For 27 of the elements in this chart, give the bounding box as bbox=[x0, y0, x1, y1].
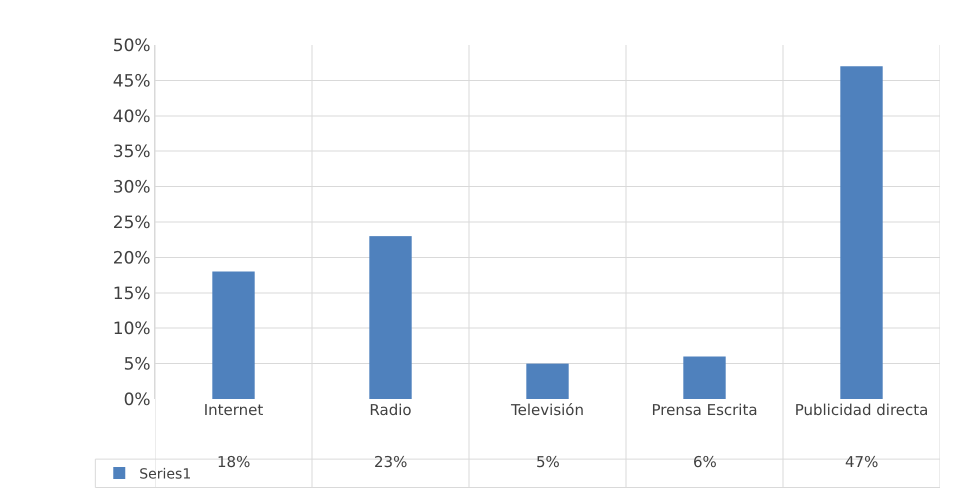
data-label: 5% bbox=[536, 453, 560, 471]
y-tick-label: 5% bbox=[124, 354, 151, 375]
bar bbox=[526, 364, 569, 399]
data-label: 6% bbox=[693, 453, 717, 471]
y-tick-label: 20% bbox=[112, 248, 151, 268]
data-label: 23% bbox=[374, 453, 408, 471]
bar bbox=[840, 66, 883, 399]
y-tick-label: 35% bbox=[112, 142, 151, 162]
x-tick-label: Publicidad directa bbox=[794, 401, 928, 419]
bar bbox=[683, 356, 726, 399]
bar bbox=[212, 272, 255, 399]
data-label: 47% bbox=[845, 453, 878, 471]
y-tick-label: 15% bbox=[112, 284, 151, 304]
y-tick-label: 30% bbox=[112, 178, 151, 198]
x-tick-label: Prensa Escrita bbox=[651, 401, 758, 419]
x-tick-label: Internet bbox=[204, 401, 264, 419]
y-tick-label: 25% bbox=[112, 212, 151, 233]
y-tick-label: 50% bbox=[112, 36, 151, 56]
legend-label: Series1 bbox=[139, 466, 192, 482]
y-tick-label: 40% bbox=[112, 106, 151, 127]
x-tick-label: Radio bbox=[369, 401, 412, 419]
y-tick-label: 0% bbox=[124, 390, 151, 410]
bar bbox=[369, 236, 412, 399]
x-tick-label: Televisión bbox=[510, 401, 584, 419]
y-tick-label: 10% bbox=[112, 319, 151, 340]
y-tick-label: 45% bbox=[112, 71, 151, 92]
data-label: 18% bbox=[217, 453, 250, 471]
